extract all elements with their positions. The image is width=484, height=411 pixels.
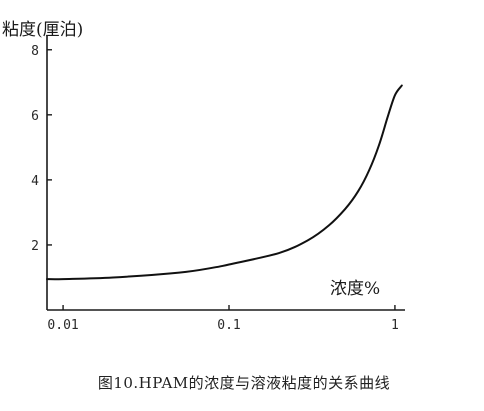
y-axis-ticks: 2 4 6 8	[31, 44, 52, 254]
y-axis-label: 粘度(厘泊)	[2, 20, 83, 40]
series-group	[46, 84, 403, 281]
y-tick-label: 8	[31, 44, 39, 59]
x-tick-label: 0.01	[47, 318, 78, 333]
x-tick-label: 1	[391, 318, 399, 333]
axes	[46, 36, 405, 311]
y-tick-label: 6	[31, 109, 39, 124]
series-line	[46, 84, 403, 281]
x-axis-ticks: 0.01 0.1 1	[47, 305, 399, 333]
figure-caption: 图10.HPAM的浓度与溶液粘度的关系曲线	[98, 374, 390, 392]
x-axis-label: 浓度%	[330, 279, 380, 299]
y-tick-label: 2	[31, 239, 39, 254]
y-tick-label: 4	[31, 174, 39, 189]
x-tick-label: 0.1	[217, 318, 240, 333]
